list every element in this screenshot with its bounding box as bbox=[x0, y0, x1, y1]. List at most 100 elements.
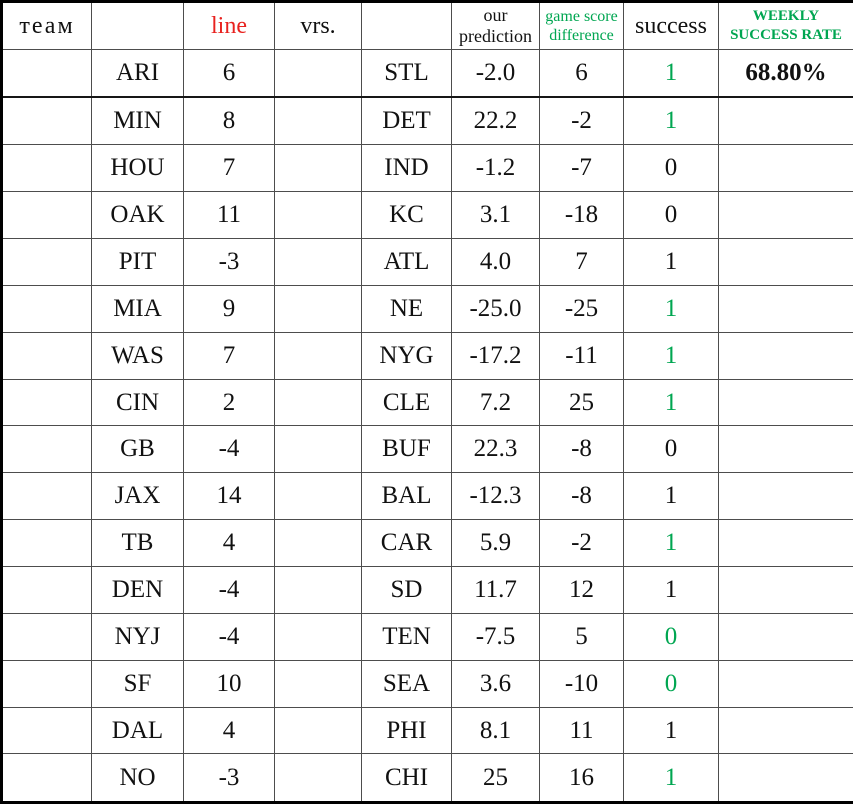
score-diff-cell: 16 bbox=[539, 753, 624, 803]
table-header: теам line vrs. our prediction game score… bbox=[1, 1, 853, 50]
line-cell: 7 bbox=[183, 331, 275, 380]
success-cell: 0 bbox=[623, 659, 719, 708]
line-cell: 4 bbox=[183, 519, 275, 568]
score-diff-cell: -2 bbox=[539, 519, 624, 568]
weekly-rate-cell bbox=[718, 144, 853, 193]
success-cell: 0 bbox=[623, 144, 719, 193]
spacer-cell bbox=[1, 284, 92, 333]
vrs-cell bbox=[274, 144, 362, 193]
weekly-rate-cell bbox=[718, 472, 853, 521]
prediction-cell: -7.5 bbox=[451, 612, 540, 661]
vrs-cell bbox=[274, 612, 362, 661]
success-cell: 1 bbox=[623, 753, 719, 803]
team-cell: JAX bbox=[91, 472, 184, 521]
weekly-rate-cell bbox=[718, 612, 853, 661]
score-diff-cell: -11 bbox=[539, 331, 624, 380]
success-cell: 1 bbox=[623, 284, 719, 333]
prediction-cell: 22.2 bbox=[451, 96, 540, 146]
line-cell: 11 bbox=[183, 191, 275, 240]
weekly-rate-cell bbox=[718, 519, 853, 568]
line-cell: -3 bbox=[183, 753, 275, 803]
header-vrs: vrs. bbox=[274, 1, 362, 50]
header-line: line bbox=[183, 1, 275, 50]
line-cell: 4 bbox=[183, 706, 275, 755]
opponent-cell: CHI bbox=[361, 753, 452, 803]
vrs-cell bbox=[274, 378, 362, 427]
prediction-cell: 11.7 bbox=[451, 566, 540, 614]
opponent-cell: DET bbox=[361, 96, 452, 146]
spacer-cell bbox=[1, 659, 92, 708]
table-row: TB 4 CAR 5.9 -2 1 bbox=[1, 519, 853, 568]
spacer-cell bbox=[1, 753, 92, 803]
score-diff-cell: 5 bbox=[539, 612, 624, 661]
spacer-cell bbox=[1, 706, 92, 755]
vrs-cell bbox=[274, 706, 362, 755]
vrs-cell bbox=[274, 659, 362, 708]
vrs-cell bbox=[274, 425, 362, 474]
table-row: DAL 4 PHI 8.1 11 1 bbox=[1, 706, 853, 755]
spacer-cell bbox=[1, 566, 92, 614]
opponent-cell: KC bbox=[361, 191, 452, 240]
weekly-rate-cell bbox=[718, 706, 853, 755]
table-row: NO -3 CHI 25 16 1 bbox=[1, 753, 853, 803]
opponent-cell: TEN bbox=[361, 612, 452, 661]
score-diff-cell: -8 bbox=[539, 425, 624, 474]
line-cell: 8 bbox=[183, 96, 275, 146]
spacer-cell bbox=[1, 472, 92, 521]
prediction-cell: -25.0 bbox=[451, 284, 540, 333]
weekly-rate-cell bbox=[718, 331, 853, 380]
spacer-cell bbox=[1, 144, 92, 193]
spacer-cell bbox=[1, 378, 92, 427]
spacer-cell bbox=[1, 96, 92, 146]
success-cell: 1 bbox=[623, 49, 719, 99]
weekly-rate-cell bbox=[718, 238, 853, 286]
spacer-cell bbox=[1, 612, 92, 661]
score-diff-cell: -7 bbox=[539, 144, 624, 193]
table-row: DEN -4 SD 11.7 12 1 bbox=[1, 566, 853, 614]
line-cell: 6 bbox=[183, 49, 275, 99]
header-score-difference: game score difference bbox=[539, 1, 624, 50]
opponent-cell: IND bbox=[361, 144, 452, 193]
weekly-rate-cell bbox=[718, 425, 853, 474]
line-cell: 2 bbox=[183, 378, 275, 427]
success-cell: 1 bbox=[623, 331, 719, 380]
spacer-cell bbox=[1, 331, 92, 380]
line-cell: 10 bbox=[183, 659, 275, 708]
line-cell: 14 bbox=[183, 472, 275, 521]
prediction-cell: 8.1 bbox=[451, 706, 540, 755]
opponent-cell: SD bbox=[361, 566, 452, 614]
vrs-cell bbox=[274, 566, 362, 614]
score-diff-cell: -2 bbox=[539, 96, 624, 146]
success-cell: 1 bbox=[623, 238, 719, 286]
line-cell: 7 bbox=[183, 144, 275, 193]
table-row: CIN 2 CLE 7.2 25 1 bbox=[1, 378, 853, 427]
opponent-cell: BAL bbox=[361, 472, 452, 521]
opponent-cell: PHI bbox=[361, 706, 452, 755]
vrs-cell bbox=[274, 472, 362, 521]
prediction-cell: 3.1 bbox=[451, 191, 540, 240]
team-cell: DAL bbox=[91, 706, 184, 755]
team-cell: HOU bbox=[91, 144, 184, 193]
success-cell: 0 bbox=[623, 425, 719, 474]
prediction-cell: 7.2 bbox=[451, 378, 540, 427]
success-cell: 1 bbox=[623, 519, 719, 568]
vrs-cell bbox=[274, 96, 362, 146]
table-row: MIN 8 DET 22.2 -2 1 bbox=[1, 96, 853, 146]
line-cell: -4 bbox=[183, 566, 275, 614]
opponent-cell: ATL bbox=[361, 238, 452, 286]
opponent-cell: CLE bbox=[361, 378, 452, 427]
weekly-rate-cell bbox=[718, 284, 853, 333]
score-diff-cell: 11 bbox=[539, 706, 624, 755]
score-diff-cell: -8 bbox=[539, 472, 624, 521]
prediction-cell: 4.0 bbox=[451, 238, 540, 286]
team-cell: NYJ bbox=[91, 612, 184, 661]
score-diff-cell: -25 bbox=[539, 284, 624, 333]
score-diff-cell: 25 bbox=[539, 378, 624, 427]
table-body: ARI 6 STL -2.0 6 1 68.80% MIN 8 DET 22.2… bbox=[1, 49, 853, 803]
table-row: NYJ -4 TEN -7.5 5 0 bbox=[1, 612, 853, 661]
spacer-cell bbox=[1, 519, 92, 568]
spacer-cell bbox=[1, 238, 92, 286]
vrs-cell bbox=[274, 238, 362, 286]
spacer-cell bbox=[1, 49, 92, 99]
score-diff-cell: 6 bbox=[539, 49, 624, 99]
